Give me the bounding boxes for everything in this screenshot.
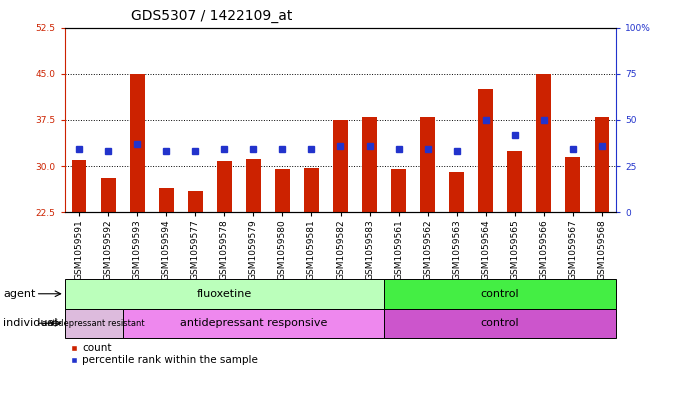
- Bar: [159, 187, 174, 212]
- Bar: [65, 279, 384, 309]
- Bar: [275, 169, 289, 212]
- Text: individual: individual: [3, 318, 58, 328]
- Text: GDS5307 / 1422109_at: GDS5307 / 1422109_at: [131, 9, 292, 23]
- Bar: [595, 117, 609, 212]
- Bar: [65, 309, 123, 338]
- Text: agent: agent: [3, 289, 36, 299]
- Bar: [188, 191, 202, 212]
- Bar: [384, 309, 616, 338]
- Text: antidepressant responsive: antidepressant responsive: [180, 318, 327, 328]
- Bar: [304, 168, 319, 212]
- Bar: [217, 161, 232, 212]
- Bar: [130, 73, 144, 212]
- Bar: [333, 120, 348, 212]
- Bar: [384, 279, 616, 309]
- Bar: [478, 89, 493, 212]
- Bar: [420, 117, 435, 212]
- Bar: [565, 157, 580, 212]
- Bar: [101, 178, 116, 212]
- Bar: [123, 309, 384, 338]
- Legend: count, percentile rank within the sample: count, percentile rank within the sample: [70, 343, 258, 365]
- Bar: [507, 151, 522, 212]
- Bar: [392, 169, 406, 212]
- Bar: [537, 73, 551, 212]
- Text: antidepressant resistant: antidepressant resistant: [42, 319, 145, 328]
- Bar: [246, 159, 261, 212]
- Bar: [362, 117, 377, 212]
- Bar: [449, 172, 464, 212]
- Bar: [72, 160, 86, 212]
- Text: control: control: [481, 289, 520, 299]
- Text: control: control: [481, 318, 520, 328]
- Text: fluoxetine: fluoxetine: [197, 289, 252, 299]
